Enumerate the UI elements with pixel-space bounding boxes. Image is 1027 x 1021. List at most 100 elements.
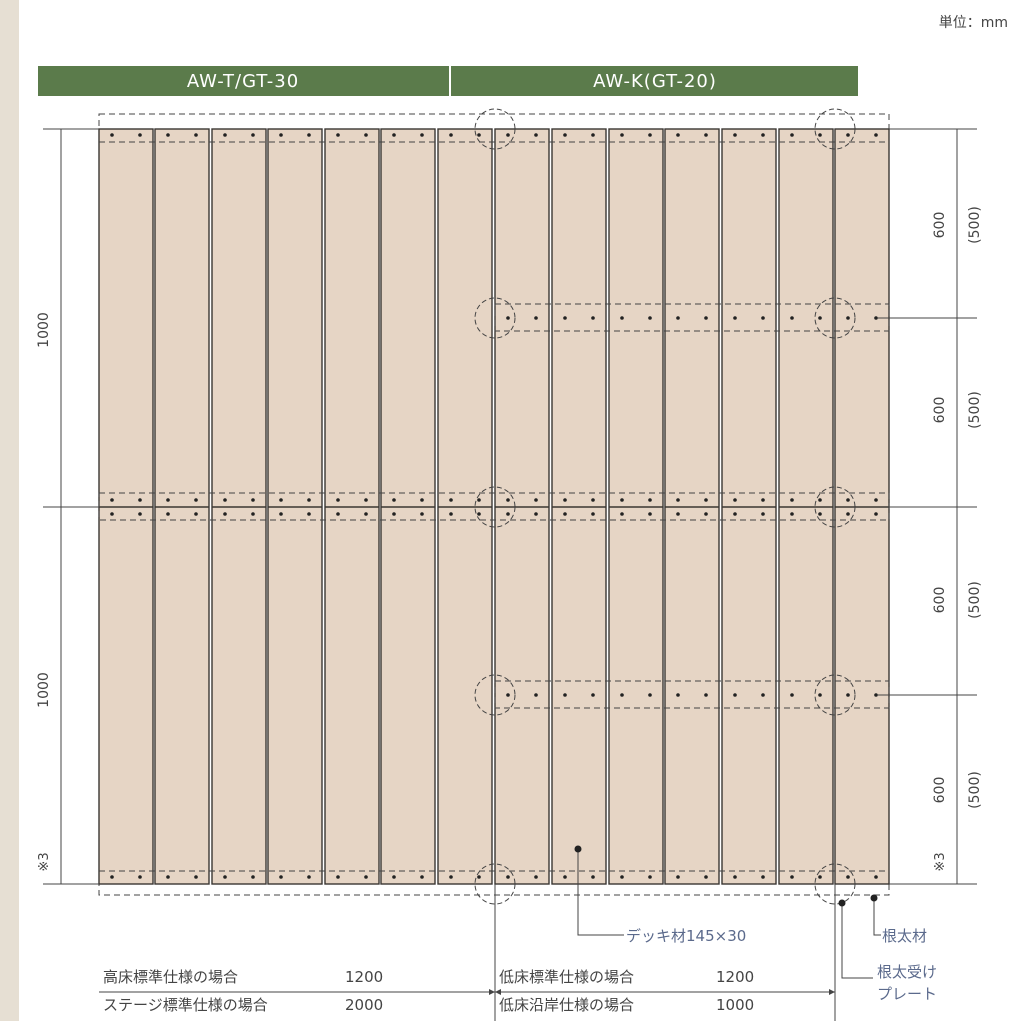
fastener-dot — [194, 875, 198, 879]
header-left-label: AW-T/GT-30 — [187, 71, 299, 92]
fastener-dot — [704, 498, 708, 502]
fastener-dot — [591, 498, 595, 502]
right-dim-note: ※3 — [933, 852, 948, 871]
fastener-dot — [392, 133, 396, 137]
fastener-dot — [818, 498, 822, 502]
fastener-dot — [138, 875, 142, 879]
fastener-dot — [733, 316, 737, 320]
fastener-dot — [307, 512, 311, 516]
fastener-dot — [676, 133, 680, 137]
fastener-dot — [534, 512, 538, 516]
fastener-dot — [563, 316, 567, 320]
right-dim-3: 600 — [932, 587, 948, 614]
fastener-dots — [110, 133, 878, 879]
plate-callout-label-1: 根太受け — [877, 963, 937, 981]
fastener-dot — [733, 133, 737, 137]
fastener-dot — [506, 693, 510, 697]
fastener-dot — [563, 693, 567, 697]
fastener-dot — [364, 512, 368, 516]
fastener-dot — [251, 875, 255, 879]
fastener-dot — [110, 512, 114, 516]
fastener-dot — [279, 875, 283, 879]
fastener-dot — [761, 316, 765, 320]
detail-circle — [814, 108, 856, 150]
fastener-dot — [846, 498, 850, 502]
detail-circle — [474, 863, 516, 905]
fastener-dot — [251, 498, 255, 502]
unit-label: 単位：mm — [939, 15, 1008, 31]
fastener-dot — [449, 133, 453, 137]
fastener-dot — [846, 693, 850, 697]
fastener-dot — [477, 875, 481, 879]
fastener-dot — [620, 133, 624, 137]
fastener-dot — [279, 498, 283, 502]
fastener-dot — [534, 133, 538, 137]
fastener-dot — [251, 133, 255, 137]
fastener-dot — [449, 875, 453, 879]
fastener-dot — [420, 498, 424, 502]
fastener-dot — [477, 512, 481, 516]
fastener-dot — [364, 498, 368, 502]
fastener-dot — [563, 512, 567, 516]
plate-callout-label-2: プレート — [877, 985, 937, 1003]
fastener-dot — [534, 316, 538, 320]
joist-callout-dot — [870, 894, 878, 902]
detail-circle — [474, 486, 516, 528]
drawing-frame: 単位：mm AW-T/GT-30 AW-K(GT-20) 1000 1000 ※… — [19, 0, 1027, 1021]
fastener-dot — [166, 498, 170, 502]
fastener-dot — [648, 498, 652, 502]
spec-row2-right-label: 低床沿岸仕様の場合 — [499, 996, 634, 1014]
header-bands: AW-T/GT-30 AW-K(GT-20) — [38, 66, 858, 96]
fastener-dot — [676, 498, 680, 502]
table-arrow-mid — [495, 989, 501, 995]
fastener-dot — [506, 133, 510, 137]
fastener-dot — [648, 133, 652, 137]
fastener-dot — [648, 693, 652, 697]
fastener-dot — [648, 512, 652, 516]
fastener-dot — [874, 693, 878, 697]
fastener-dot — [166, 875, 170, 879]
fastener-dot — [336, 133, 340, 137]
fastener-dot — [534, 875, 538, 879]
fastener-dot — [761, 498, 765, 502]
left-dimension — [43, 128, 99, 885]
fastener-dot — [449, 512, 453, 516]
fastener-dot — [364, 133, 368, 137]
fastener-dot — [307, 498, 311, 502]
fastener-dot — [336, 875, 340, 879]
detail-circle — [814, 297, 856, 339]
spec-row1-left-value: 1200 — [345, 968, 383, 986]
fastener-dot — [846, 512, 850, 516]
fastener-dot — [110, 498, 114, 502]
fastener-dot — [194, 133, 198, 137]
fastener-dot — [704, 133, 708, 137]
fastener-dot — [563, 498, 567, 502]
fastener-dot — [534, 498, 538, 502]
fastener-dot — [477, 133, 481, 137]
deck-callout-label: デッキ材145×30 — [626, 927, 746, 945]
fastener-dot — [733, 693, 737, 697]
fastener-dot — [279, 133, 283, 137]
detail-circle — [814, 863, 856, 905]
spec-row1-left-label: 高床標準仕様の場合 — [103, 968, 238, 986]
right-dim-4: 600 — [932, 777, 948, 804]
right-dim-1: 600 — [932, 212, 948, 239]
detail-circle — [474, 108, 516, 150]
detail-circle — [474, 297, 516, 339]
fastener-dot — [846, 875, 850, 879]
fastener-dot — [704, 693, 708, 697]
fastener-dot — [138, 512, 142, 516]
callout-leaders — [577, 849, 881, 979]
table-arrow-right — [829, 989, 835, 995]
table-arrow-left — [489, 989, 495, 995]
fastener-dot — [336, 512, 340, 516]
right-dim-2-alt: (500) — [967, 391, 983, 429]
fastener-dot — [449, 498, 453, 502]
fastener-dot — [223, 498, 227, 502]
spec-row1-right-label: 低床標準仕様の場合 — [499, 968, 634, 986]
right-dimension — [877, 128, 977, 885]
fastener-dot — [733, 512, 737, 516]
fastener-dot — [138, 498, 142, 502]
detail-circle — [814, 674, 856, 716]
fastener-dot — [874, 316, 878, 320]
